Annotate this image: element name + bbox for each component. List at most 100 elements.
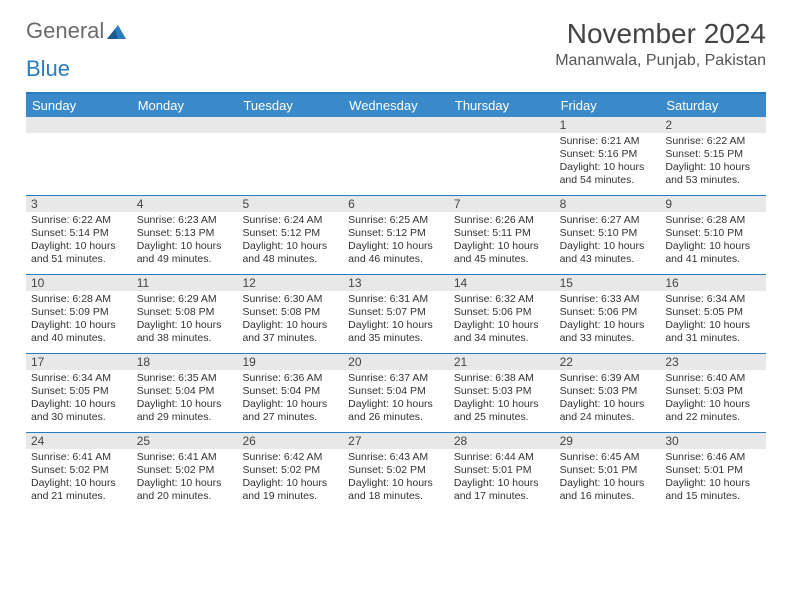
- calendar-cell: 20Sunrise: 6:37 AMSunset: 5:04 PMDayligh…: [343, 354, 449, 432]
- sunrise-text: Sunrise: 6:40 AM: [665, 372, 761, 385]
- daylight-text: Daylight: 10 hours and 25 minutes.: [454, 398, 550, 424]
- sunset-text: Sunset: 5:10 PM: [665, 227, 761, 240]
- sunrise-text: Sunrise: 6:27 AM: [560, 214, 656, 227]
- cell-body: Sunrise: 6:35 AMSunset: 5:04 PMDaylight:…: [132, 370, 238, 429]
- cell-body: Sunrise: 6:38 AMSunset: 5:03 PMDaylight:…: [449, 370, 555, 429]
- daylight-text: Daylight: 10 hours and 54 minutes.: [560, 161, 656, 187]
- daylight-text: Daylight: 10 hours and 33 minutes.: [560, 319, 656, 345]
- cell-body: [26, 133, 132, 139]
- daylight-text: Daylight: 10 hours and 17 minutes.: [454, 477, 550, 503]
- sunset-text: Sunset: 5:13 PM: [137, 227, 233, 240]
- day-number: 4: [132, 196, 238, 212]
- sunrise-text: Sunrise: 6:21 AM: [560, 135, 656, 148]
- sunset-text: Sunset: 5:06 PM: [560, 306, 656, 319]
- sunset-text: Sunset: 5:06 PM: [454, 306, 550, 319]
- cell-body: [343, 133, 449, 139]
- cell-body: Sunrise: 6:22 AMSunset: 5:14 PMDaylight:…: [26, 212, 132, 271]
- sunrise-text: Sunrise: 6:33 AM: [560, 293, 656, 306]
- calendar-cell: 7Sunrise: 6:26 AMSunset: 5:11 PMDaylight…: [449, 196, 555, 274]
- sunset-text: Sunset: 5:12 PM: [348, 227, 444, 240]
- sunrise-text: Sunrise: 6:28 AM: [31, 293, 127, 306]
- cell-body: Sunrise: 6:24 AMSunset: 5:12 PMDaylight:…: [237, 212, 343, 271]
- day-number: 19: [237, 354, 343, 370]
- sunset-text: Sunset: 5:03 PM: [454, 385, 550, 398]
- sunrise-text: Sunrise: 6:36 AM: [242, 372, 338, 385]
- sunset-text: Sunset: 5:02 PM: [348, 464, 444, 477]
- cell-body: Sunrise: 6:42 AMSunset: 5:02 PMDaylight:…: [237, 449, 343, 508]
- cell-body: Sunrise: 6:22 AMSunset: 5:15 PMDaylight:…: [660, 133, 766, 192]
- calendar-cell: 30Sunrise: 6:46 AMSunset: 5:01 PMDayligh…: [660, 433, 766, 511]
- day-number: 9: [660, 196, 766, 212]
- daylight-text: Daylight: 10 hours and 15 minutes.: [665, 477, 761, 503]
- sunrise-text: Sunrise: 6:29 AM: [137, 293, 233, 306]
- calendar-cell: 1Sunrise: 6:21 AMSunset: 5:16 PMDaylight…: [555, 117, 661, 195]
- logo-text-blue: Blue: [26, 56, 70, 82]
- cell-body: Sunrise: 6:34 AMSunset: 5:05 PMDaylight:…: [26, 370, 132, 429]
- day-number: 21: [449, 354, 555, 370]
- cell-body: Sunrise: 6:27 AMSunset: 5:10 PMDaylight:…: [555, 212, 661, 271]
- sunset-text: Sunset: 5:12 PM: [242, 227, 338, 240]
- cell-body: Sunrise: 6:25 AMSunset: 5:12 PMDaylight:…: [343, 212, 449, 271]
- sunset-text: Sunset: 5:04 PM: [137, 385, 233, 398]
- week-row: 24Sunrise: 6:41 AMSunset: 5:02 PMDayligh…: [26, 432, 766, 511]
- sunrise-text: Sunrise: 6:41 AM: [137, 451, 233, 464]
- week-row: 10Sunrise: 6:28 AMSunset: 5:09 PMDayligh…: [26, 274, 766, 353]
- calendar-cell: [132, 117, 238, 195]
- sunset-text: Sunset: 5:02 PM: [137, 464, 233, 477]
- daylight-text: Daylight: 10 hours and 46 minutes.: [348, 240, 444, 266]
- logo-sail-icon: [106, 23, 128, 41]
- week-row: 1Sunrise: 6:21 AMSunset: 5:16 PMDaylight…: [26, 117, 766, 195]
- calendar-cell: 23Sunrise: 6:40 AMSunset: 5:03 PMDayligh…: [660, 354, 766, 432]
- day-number: 24: [26, 433, 132, 449]
- sunset-text: Sunset: 5:11 PM: [454, 227, 550, 240]
- sunrise-text: Sunrise: 6:22 AM: [665, 135, 761, 148]
- calendar-cell: 21Sunrise: 6:38 AMSunset: 5:03 PMDayligh…: [449, 354, 555, 432]
- day-number: 25: [132, 433, 238, 449]
- day-number: 29: [555, 433, 661, 449]
- cell-body: Sunrise: 6:28 AMSunset: 5:10 PMDaylight:…: [660, 212, 766, 271]
- daylight-text: Daylight: 10 hours and 53 minutes.: [665, 161, 761, 187]
- calendar-cell: 16Sunrise: 6:34 AMSunset: 5:05 PMDayligh…: [660, 275, 766, 353]
- cell-body: [449, 133, 555, 139]
- sunrise-text: Sunrise: 6:44 AM: [454, 451, 550, 464]
- daylight-text: Daylight: 10 hours and 48 minutes.: [242, 240, 338, 266]
- sunrise-text: Sunrise: 6:30 AM: [242, 293, 338, 306]
- day-number: 14: [449, 275, 555, 291]
- sunrise-text: Sunrise: 6:41 AM: [31, 451, 127, 464]
- sunset-text: Sunset: 5:08 PM: [137, 306, 233, 319]
- day-header-monday: Monday: [132, 94, 238, 117]
- calendar-cell: 11Sunrise: 6:29 AMSunset: 5:08 PMDayligh…: [132, 275, 238, 353]
- day-number: 7: [449, 196, 555, 212]
- daylight-text: Daylight: 10 hours and 49 minutes.: [137, 240, 233, 266]
- calendar-cell: 10Sunrise: 6:28 AMSunset: 5:09 PMDayligh…: [26, 275, 132, 353]
- day-number: 22: [555, 354, 661, 370]
- daylight-text: Daylight: 10 hours and 41 minutes.: [665, 240, 761, 266]
- sunset-text: Sunset: 5:04 PM: [242, 385, 338, 398]
- daylight-text: Daylight: 10 hours and 30 minutes.: [31, 398, 127, 424]
- daylight-text: Daylight: 10 hours and 37 minutes.: [242, 319, 338, 345]
- sunrise-text: Sunrise: 6:25 AM: [348, 214, 444, 227]
- cell-body: Sunrise: 6:37 AMSunset: 5:04 PMDaylight:…: [343, 370, 449, 429]
- sunset-text: Sunset: 5:04 PM: [348, 385, 444, 398]
- daylight-text: Daylight: 10 hours and 35 minutes.: [348, 319, 444, 345]
- day-header-tuesday: Tuesday: [237, 94, 343, 117]
- sunrise-text: Sunrise: 6:32 AM: [454, 293, 550, 306]
- calendar-cell: 6Sunrise: 6:25 AMSunset: 5:12 PMDaylight…: [343, 196, 449, 274]
- week-row: 17Sunrise: 6:34 AMSunset: 5:05 PMDayligh…: [26, 353, 766, 432]
- calendar-cell: 2Sunrise: 6:22 AMSunset: 5:15 PMDaylight…: [660, 117, 766, 195]
- day-number: 6: [343, 196, 449, 212]
- daylight-text: Daylight: 10 hours and 26 minutes.: [348, 398, 444, 424]
- calendar-cell: 24Sunrise: 6:41 AMSunset: 5:02 PMDayligh…: [26, 433, 132, 511]
- calendar-cell: [343, 117, 449, 195]
- sunrise-text: Sunrise: 6:38 AM: [454, 372, 550, 385]
- cell-body: Sunrise: 6:34 AMSunset: 5:05 PMDaylight:…: [660, 291, 766, 350]
- day-number: [237, 117, 343, 133]
- daylight-text: Daylight: 10 hours and 19 minutes.: [242, 477, 338, 503]
- sunset-text: Sunset: 5:01 PM: [665, 464, 761, 477]
- sunset-text: Sunset: 5:05 PM: [31, 385, 127, 398]
- daylight-text: Daylight: 10 hours and 45 minutes.: [454, 240, 550, 266]
- day-number: [26, 117, 132, 133]
- calendar-cell: 12Sunrise: 6:30 AMSunset: 5:08 PMDayligh…: [237, 275, 343, 353]
- sunset-text: Sunset: 5:15 PM: [665, 148, 761, 161]
- month-title: November 2024: [555, 18, 766, 50]
